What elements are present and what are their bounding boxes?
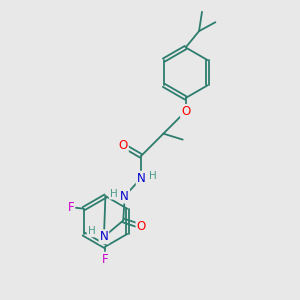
Text: H: H — [110, 189, 117, 199]
Text: N: N — [120, 190, 129, 202]
Text: F: F — [68, 201, 74, 214]
Text: H: H — [88, 226, 95, 236]
Text: N: N — [100, 230, 108, 243]
Text: F: F — [102, 253, 109, 266]
Text: O: O — [181, 105, 190, 118]
Text: N: N — [137, 172, 146, 185]
Text: O: O — [136, 220, 146, 233]
Text: H: H — [148, 171, 156, 181]
Text: O: O — [118, 139, 128, 152]
